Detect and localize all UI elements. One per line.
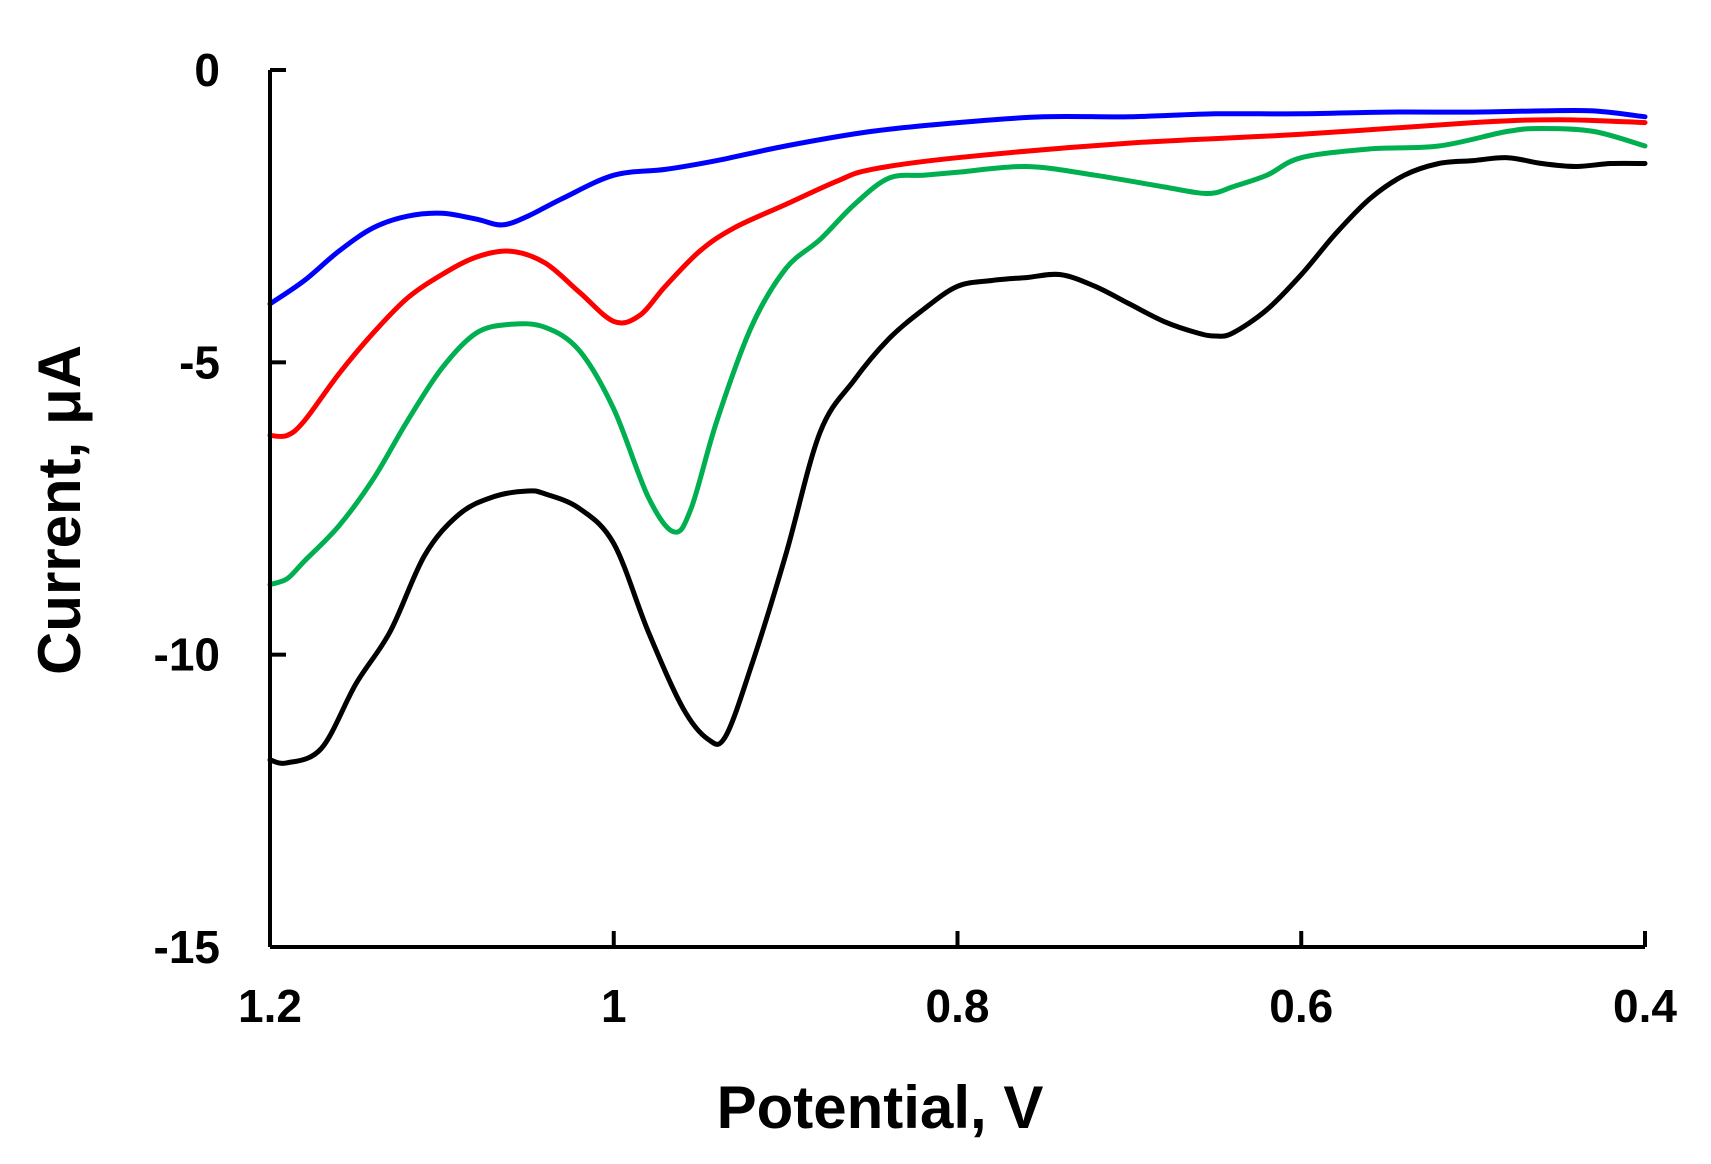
x-tick-label: 1 — [601, 980, 627, 1032]
series-line-blue — [267, 107, 1648, 307]
x-tick-label: 0.8 — [926, 980, 990, 1032]
series-line-black — [267, 155, 1648, 766]
y-axis-title: Current, μA — [26, 345, 93, 675]
ticks-layer: 0 -5 -10 -15 1.2 1 0.8 0.6 0.4 — [154, 44, 1678, 1032]
series-layer — [267, 107, 1648, 766]
x-tick-label: 0.4 — [1613, 980, 1677, 1032]
y-tick-label: -15 — [154, 921, 220, 973]
x-tick-label: 1.2 — [238, 980, 302, 1032]
axes-layer — [268, 70, 1645, 949]
y-tick-label: -10 — [154, 629, 220, 681]
y-tick-label: -5 — [179, 336, 220, 388]
series-line-red — [267, 117, 1648, 439]
x-axis-title: Potential, V — [717, 1074, 1044, 1141]
x-tick-label: 0.6 — [1269, 980, 1333, 1032]
series-line-green — [267, 126, 1648, 587]
y-tick-label: 0 — [194, 44, 220, 96]
